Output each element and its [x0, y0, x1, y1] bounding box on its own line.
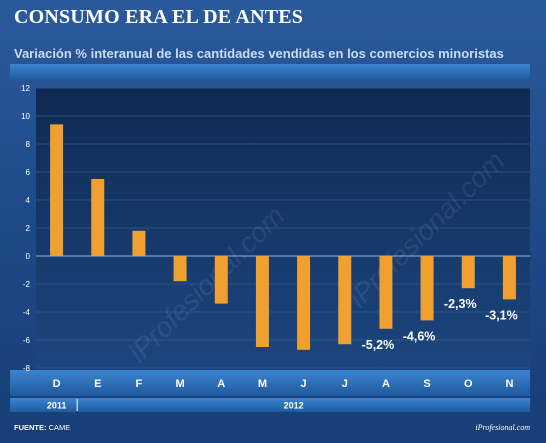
data-label: -2,3% — [444, 297, 477, 311]
chart-subtitle: Variación % interanual de las cantidades… — [14, 46, 504, 61]
source-label: FUENTE: — [14, 423, 47, 432]
y-tick-label: 8 — [26, 140, 31, 149]
category-band — [10, 370, 530, 396]
year-label: 2011 — [47, 401, 67, 411]
chart-title: CONSUMO ERA EL DE ANTES — [14, 6, 304, 28]
x-tick-label: F — [136, 378, 143, 390]
y-tick-label: -6 — [23, 336, 31, 345]
x-tick-label: M — [175, 378, 184, 390]
x-tick-label: J — [342, 378, 348, 390]
y-tick-label: 4 — [26, 196, 31, 205]
bar — [173, 256, 187, 282]
y-tick-label: -2 — [23, 280, 31, 289]
bar — [461, 256, 475, 289]
brand-footer: iProfesional.com — [475, 423, 530, 432]
data-label: -4,6% — [403, 329, 436, 343]
bar — [50, 124, 64, 257]
x-tick-label: J — [301, 378, 307, 390]
x-tick-label: D — [53, 378, 61, 390]
y-tick-label: 10 — [21, 112, 30, 121]
x-tick-label: M — [258, 378, 267, 390]
y-tick-label: 0 — [26, 252, 31, 261]
year-band — [10, 398, 530, 412]
bar — [132, 230, 146, 256]
top-band — [10, 64, 530, 80]
y-tick-label: 2 — [26, 224, 31, 233]
bar — [255, 256, 269, 347]
bar — [379, 256, 393, 329]
x-tick-label: N — [505, 378, 513, 390]
bar — [420, 256, 434, 321]
data-label: -5,2% — [362, 338, 395, 352]
data-label: -3,1% — [485, 308, 518, 322]
x-tick-label: A — [217, 378, 225, 390]
y-tick-label: -8 — [23, 364, 31, 373]
source-value: CAME — [48, 423, 71, 432]
bar — [297, 256, 311, 350]
x-tick-label: E — [94, 378, 101, 390]
bar — [502, 256, 516, 300]
bar — [214, 256, 228, 304]
y-tick-label: 6 — [26, 168, 31, 177]
x-tick-label: A — [382, 378, 390, 390]
source-note: FUENTE: CAME — [14, 423, 70, 432]
x-tick-label: S — [423, 378, 430, 390]
bar — [91, 179, 105, 256]
y-tick-label: 12 — [21, 84, 30, 93]
y-tick-label: -4 — [23, 308, 31, 317]
year-label: 2012 — [284, 401, 304, 411]
x-tick-label: O — [464, 378, 473, 390]
bar — [338, 256, 352, 345]
